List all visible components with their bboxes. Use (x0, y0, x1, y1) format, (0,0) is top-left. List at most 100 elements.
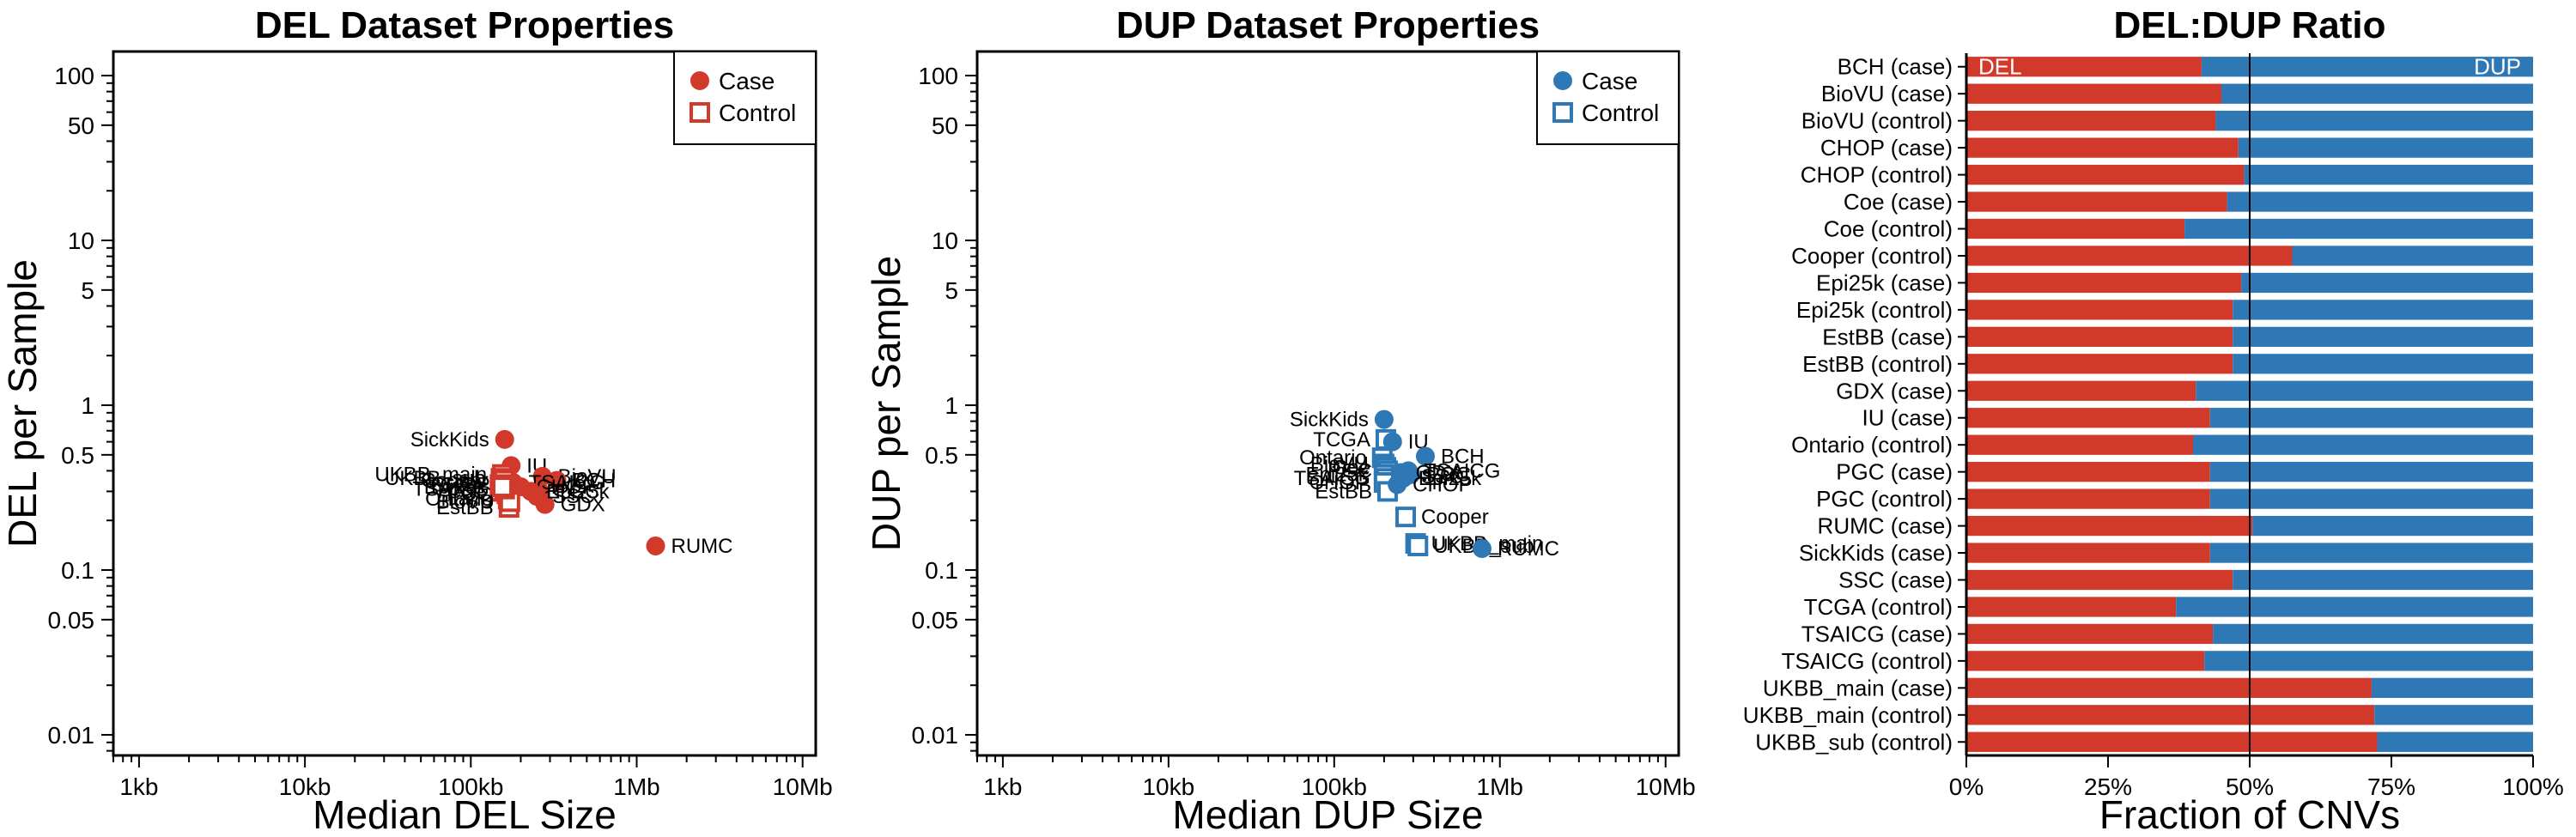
del-point-label: SickKids (410, 428, 489, 452)
ratio-bar-dup (2209, 462, 2533, 482)
ratio-bar-del (1966, 677, 2372, 698)
del-point-label: Epi25k (546, 480, 610, 503)
dup-y-axis: 0.01 0.05 0.1 0.5 1 5 10 50 100 (912, 63, 977, 752)
ratio-bar-dup (2184, 218, 2533, 240)
dup-y-tick-label: 5 (945, 277, 958, 304)
ratio-x-tick-label: 50% (2226, 773, 2274, 800)
ratio-category-label: UKBB_main (case) (1763, 675, 1953, 701)
ratio-bar-del (1966, 354, 2233, 374)
ratio-bar-del (1966, 434, 2193, 455)
ratio-category-label: BCH (case) (1838, 54, 1953, 80)
del-legend-case-label: Case (719, 68, 775, 94)
dup-point-control (1395, 506, 1417, 528)
dup-y-tick-label: 100 (918, 63, 958, 89)
del-point-case (532, 466, 552, 486)
ratio-category-label: Ontario (control) (1791, 432, 1953, 458)
ratio-bar-del (1966, 408, 2210, 428)
ratio-bar-dup (2292, 246, 2533, 266)
dup-legend-control-label: Control (1582, 100, 1659, 126)
del-point-label: BCH (572, 470, 616, 493)
ratio-series-label-dup: DUP (2474, 54, 2521, 80)
ratio-x-tick-label: 75% (2367, 773, 2415, 800)
del-x-axis: 1kb 10kb 100kb 1Mb 10Mb (112, 755, 833, 800)
ratio-x-axis-label: Fraction of CNVs (2099, 792, 2400, 837)
ratio-category-label: UKBB_sub (control) (1755, 729, 1953, 755)
ratio-bar-del (1966, 569, 2233, 591)
ratio-category-label: GDX (case) (1836, 378, 1953, 403)
ratio-bar-dup (2196, 380, 2533, 401)
del-point-label: EstBB (436, 496, 494, 519)
ratio-category-label: TSAICG (control) (1782, 648, 1953, 674)
dup-point-label: Coe (1333, 456, 1370, 479)
dup-point-label: RUMC (1498, 537, 1559, 561)
ratio-series-label-del: DEL (1978, 54, 2022, 80)
del-y-axis: 0.01 0.05 0.1 0.5 1 5 10 50 100 (48, 63, 113, 752)
ratio-bar-panel: DEL:DUP Ratio Fraction of CNVs BCH (case… (1743, 4, 2564, 837)
del-point-label: TCGA (428, 473, 485, 496)
ratio-x-tick-label: 100% (2502, 773, 2564, 800)
dup-point-label: PGC (1426, 464, 1471, 487)
del-point-label: Epi25k (424, 476, 488, 499)
ratio-category-label: CHOP (control) (1801, 162, 1953, 188)
del-point-label: PGC (555, 480, 599, 503)
ratio-category-label: SSC (case) (1838, 567, 1953, 593)
ratio-x-tick-label: 0% (1949, 773, 1984, 800)
ratio-bar-del (1966, 57, 2202, 77)
dup-x-tick-label: 100kb (1302, 773, 1367, 800)
del-x-tick-label: 10Mb (773, 773, 833, 800)
dup-point-label: TSAICG (1294, 467, 1370, 490)
ratio-category-label: BioVU (case) (1821, 81, 1953, 106)
ratio-category-label: Epi25k (control) (1796, 297, 1953, 323)
dup-y-axis-label: DUP per Sample (864, 256, 908, 551)
dup-legend-control-marker (1552, 102, 1573, 123)
ratio-bar-del (1966, 705, 2375, 725)
dup-point-label: CHOP (1413, 473, 1472, 496)
ratio-bar-del (1966, 462, 2210, 482)
dup-x-axis: 1kb 10kb 100kb 1Mb 10Mb (976, 755, 1696, 800)
ratio-bar-del (1966, 83, 2221, 104)
del-point-label: UKBB_main (374, 464, 487, 487)
ratio-category-label: SickKids (case) (1799, 540, 1953, 566)
dup-point-label: TSAICG (1424, 459, 1500, 482)
ratio-bar-dup (2233, 569, 2533, 591)
ratio-bar-dup (2176, 597, 2533, 617)
ratio-category-label: Coe (case) (1844, 189, 1953, 215)
ratio-bar-del (1966, 380, 2196, 401)
dup-point-control (1407, 535, 1429, 556)
dup-point-label: PGC (1327, 459, 1372, 482)
dup-x-axis-label: Median DUP Size (1172, 792, 1483, 837)
dup-scatter-panel: DUP Dataset Properties Median DUP Size D… (864, 4, 1696, 837)
ratio-bar-dup (2193, 434, 2533, 455)
dup-point-label: GDX (1416, 462, 1461, 485)
ratio-bar-dup (2209, 543, 2533, 563)
dup-point-label: Ontario (1299, 446, 1367, 470)
ratio-chart-title: DEL:DUP Ratio (2114, 4, 2386, 46)
del-y-tick-label: 0.5 (61, 442, 94, 469)
dup-y-tick-label: 0.01 (912, 722, 959, 749)
ratio-bar-del (1966, 597, 2177, 617)
dup-point-label: TCGA (1313, 428, 1370, 452)
del-scatter-panel: DEL Dataset Properties Median DEL Size D… (0, 4, 833, 837)
ratio-bar-dup (2204, 651, 2533, 671)
ratio-bar-del (1966, 218, 2185, 240)
ratio-bar-dup (2209, 488, 2533, 509)
dup-point-case (1382, 432, 1402, 452)
ratio-category-label: RUMC (case) (1818, 513, 1953, 539)
ratio-bar-del (1966, 651, 2205, 671)
ratio-category-label: IU (case) (1862, 405, 1953, 431)
ratio-bar-dup (2371, 677, 2533, 698)
ratio-bar-dup (2238, 137, 2533, 158)
ratio-bar-dup (2244, 164, 2533, 185)
ratio-bar-dup (2209, 408, 2533, 428)
ratio-bar-dup (2241, 272, 2533, 294)
dup-y-tick-label: 0.5 (925, 442, 958, 469)
dup-y-tick-label: 10 (932, 227, 958, 254)
dup-y-tick-label: 0.05 (912, 607, 959, 634)
ratio-category-label: BioVU (control) (1801, 108, 1953, 134)
del-point-case (547, 470, 567, 490)
del-point-label: PGC (447, 482, 491, 506)
ratio-category-label: Epi25k (case) (1816, 270, 1953, 295)
ratio-category-label: EstBB (control) (1802, 351, 1953, 377)
dup-point-label: SSC (1421, 465, 1463, 488)
dup-point-label: SickKids (1290, 409, 1369, 432)
